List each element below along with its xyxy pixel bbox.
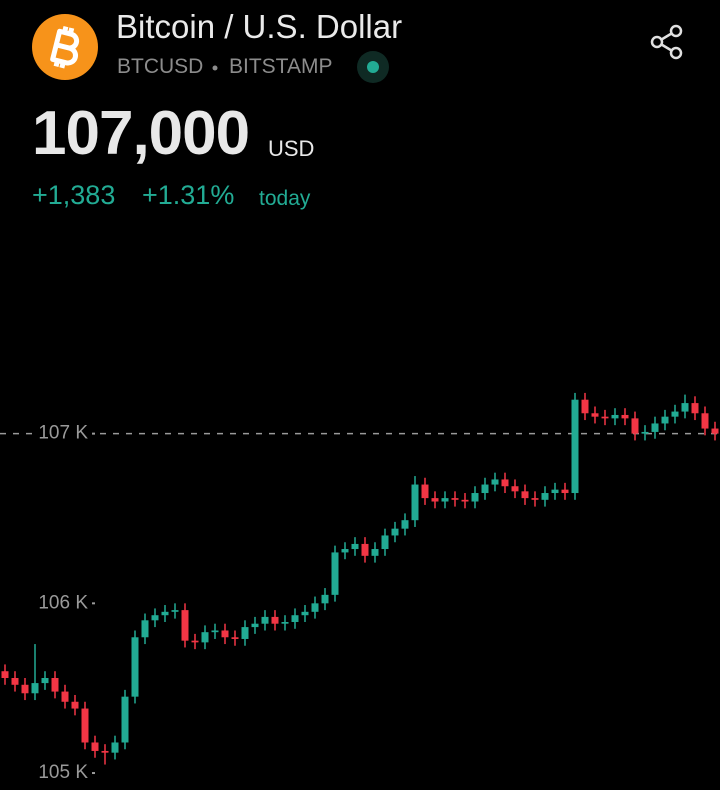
bitcoin-logo — [32, 14, 98, 80]
candle-body — [121, 696, 129, 743]
candle-body — [281, 622, 289, 624]
candle-body — [1, 671, 9, 678]
candle-body — [211, 630, 219, 633]
candle-body — [551, 489, 559, 494]
candle-body — [651, 423, 659, 432]
candle-body — [621, 414, 629, 419]
symbol-code: BTCUSD — [117, 55, 204, 78]
candle-body — [661, 416, 669, 424]
candle-body — [501, 479, 509, 487]
candle-body — [631, 418, 639, 434]
exchange: BITSTAMP — [229, 55, 333, 78]
candle-body — [481, 484, 489, 494]
candle-body — [141, 620, 149, 638]
candle-body — [581, 399, 589, 414]
change: +1,383 — [32, 180, 116, 210]
candle-body — [271, 616, 279, 624]
candle-body — [51, 678, 59, 692]
candle-body — [371, 549, 379, 556]
candle-body — [131, 637, 139, 697]
candle-body — [601, 416, 609, 419]
candle-body — [171, 610, 179, 612]
candle-body — [561, 489, 569, 494]
candle-body — [111, 742, 119, 753]
candle-body — [241, 627, 249, 639]
candle-body — [71, 701, 79, 709]
candle-body — [301, 611, 309, 616]
candle-body — [461, 499, 469, 502]
candle-body — [161, 611, 169, 616]
candle-body — [91, 742, 99, 751]
candle-body — [431, 498, 439, 502]
y-tick-label: 106 K — [38, 592, 88, 613]
candle-body — [351, 543, 359, 550]
separator-dot — [212, 65, 218, 71]
candle-body — [541, 493, 549, 500]
change-percent: +1.31% — [142, 180, 235, 210]
candle-body — [311, 603, 319, 612]
candlestick-chart: 105 K 106 K 107 K — [0, 392, 720, 783]
candle-body — [21, 684, 29, 694]
candle-body — [101, 750, 109, 753]
candle-body — [711, 428, 719, 434]
market-status[interactable] — [356, 50, 390, 84]
y-tick-label: 107 K — [38, 423, 88, 444]
candle-body — [81, 708, 89, 743]
candle-body — [571, 399, 579, 494]
candle-body — [641, 431, 649, 434]
y-tick-label: 105 K — [38, 762, 88, 783]
candle-body — [251, 623, 259, 628]
candle-body — [231, 637, 239, 639]
candle-body — [441, 498, 449, 502]
symbol-title: Bitcoin / U.S. Dollar — [116, 8, 403, 45]
price: 107,000 — [32, 99, 250, 168]
candle-body — [531, 498, 539, 500]
candle-body — [191, 640, 199, 643]
candle-body — [611, 414, 619, 419]
candle-body — [31, 683, 39, 694]
candle-body — [511, 486, 519, 492]
currency: USD — [268, 136, 315, 161]
candle-body — [261, 616, 269, 624]
candle-body — [401, 520, 409, 529]
candle-body — [471, 493, 479, 502]
candle-body — [411, 484, 419, 521]
candle-body — [691, 403, 699, 414]
candle-body — [451, 498, 459, 500]
candle-body — [41, 678, 49, 684]
candle-body — [361, 543, 369, 556]
candle-body — [681, 403, 689, 412]
candle-body — [701, 413, 709, 429]
candle-body — [181, 610, 189, 641]
candle-body — [331, 552, 339, 595]
candle-body — [421, 484, 429, 499]
candle-body — [291, 615, 299, 622]
share-button[interactable] — [648, 22, 688, 62]
candle-body — [221, 630, 229, 638]
candle-body — [61, 691, 69, 702]
candle-body — [391, 528, 399, 536]
candle-body — [521, 491, 529, 499]
period: today — [259, 187, 311, 210]
candle-body — [201, 632, 209, 643]
candle-body — [491, 479, 499, 485]
candle-body — [321, 594, 329, 604]
candle-body — [591, 413, 599, 417]
candle-body — [341, 549, 349, 553]
candle-body — [381, 535, 389, 550]
candle-body — [151, 615, 159, 621]
candle-body — [671, 411, 679, 417]
candle-body — [11, 678, 19, 685]
